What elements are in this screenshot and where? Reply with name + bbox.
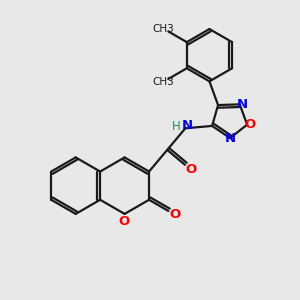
Text: O: O	[244, 118, 255, 131]
Text: N: N	[181, 119, 192, 132]
Text: H: H	[172, 120, 180, 133]
Text: N: N	[236, 98, 248, 111]
Text: O: O	[118, 215, 130, 228]
Text: N: N	[224, 131, 236, 145]
Text: CH3: CH3	[153, 76, 175, 87]
Text: O: O	[169, 208, 180, 221]
Text: CH3: CH3	[153, 24, 175, 34]
Text: O: O	[185, 164, 197, 176]
